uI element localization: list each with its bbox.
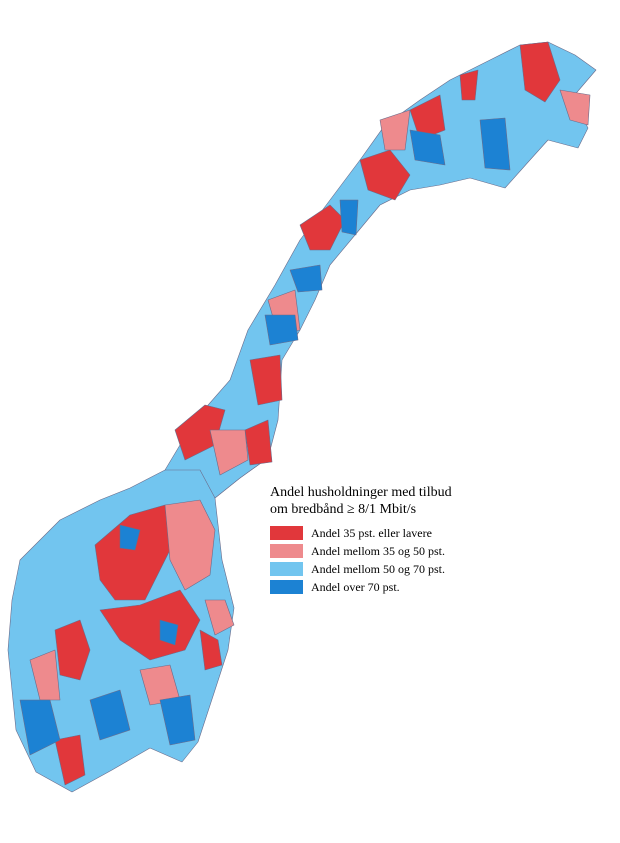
legend-swatch <box>270 562 303 576</box>
legend-label: Andel mellom 35 og 50 pst. <box>311 543 445 558</box>
region <box>264 314 299 346</box>
region <box>459 69 479 101</box>
region <box>94 504 176 601</box>
legend-swatch <box>270 544 303 558</box>
region <box>174 404 226 461</box>
region <box>209 429 249 476</box>
legend-label: Andel over 70 pst. <box>311 579 400 594</box>
legend-label: Andel mellom 50 og 70 pst. <box>311 561 445 576</box>
region <box>409 94 446 141</box>
region <box>54 734 86 786</box>
regions <box>7 41 597 793</box>
legend-item: Andel over 70 pst. <box>270 578 470 596</box>
region <box>289 264 323 293</box>
region <box>409 129 446 166</box>
region <box>199 629 223 671</box>
region <box>204 599 235 636</box>
region <box>359 149 411 201</box>
region <box>244 419 273 466</box>
region <box>379 109 411 151</box>
region <box>164 499 216 591</box>
legend-item: Andel 35 pst. eller lavere <box>270 524 470 542</box>
region <box>119 524 141 551</box>
region <box>339 199 359 236</box>
region <box>159 619 179 646</box>
region <box>89 689 131 741</box>
region <box>479 117 511 171</box>
region <box>54 619 91 681</box>
region <box>519 41 561 103</box>
region <box>299 204 346 251</box>
region <box>559 89 591 126</box>
legend-label: Andel 35 pst. eller lavere <box>311 525 432 540</box>
region <box>29 649 61 701</box>
legend-swatch <box>270 526 303 540</box>
legend-item: Andel mellom 50 og 70 pst. <box>270 560 470 578</box>
region <box>159 694 196 746</box>
region <box>164 41 597 499</box>
legend: Andel husholdninger med tilbud om bredbå… <box>270 484 470 596</box>
legend-title: Andel husholdninger med tilbud om bredbå… <box>270 485 452 517</box>
legend-item: Andel mellom 35 og 50 pst. <box>270 542 470 560</box>
region <box>19 699 61 756</box>
legend-items: Andel 35 pst. eller lavere Andel mellom 3… <box>270 524 470 596</box>
legend-swatch <box>270 580 303 594</box>
region <box>249 354 283 406</box>
